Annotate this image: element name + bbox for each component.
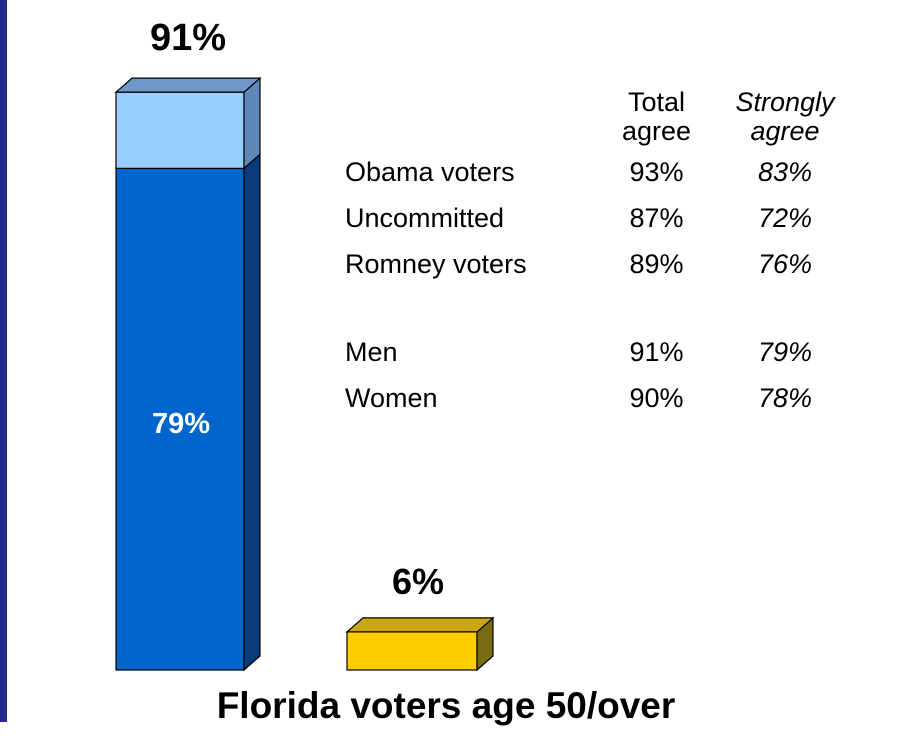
header-total-agree: Total agree [600, 88, 713, 149]
header-strongly-line1: Strongly [735, 87, 835, 117]
chart-subtitle: Florida voters age 50/over [217, 685, 676, 726]
group-label: Women [345, 383, 438, 413]
header-row: Total agree Strongly agree [343, 88, 851, 149]
data-label-total-agree: 91% [150, 17, 226, 59]
group-label: Obama voters [345, 157, 515, 187]
row-spacer [343, 287, 851, 329]
table-row: Obama voters 93% 83% [343, 149, 851, 195]
bar-somewhat-agree-side [243, 76, 261, 170]
strongly-agree-value: 78% [757, 383, 813, 413]
total-agree-value: 91% [629, 337, 684, 367]
strongly-agree-value: 76% [757, 249, 813, 279]
bar-somewhat-agree-top [114, 77, 262, 93]
data-label-disagree: 6% [392, 561, 444, 602]
bar-disagree-top [345, 617, 495, 633]
total-agree-value: 89% [629, 249, 684, 279]
strongly-agree-value: 79% [757, 337, 813, 367]
bar-somewhat-agree-front [115, 91, 245, 169]
group-label: Romney voters [345, 249, 527, 279]
total-agree-value: 90% [629, 383, 684, 413]
data-label-strongly-agree: 79% [152, 408, 210, 440]
header-strongly-line2: agree [750, 116, 820, 146]
strongly-agree-value: 83% [757, 157, 813, 187]
breakdown-table: Total agree Strongly agree Obama voters … [343, 88, 851, 421]
header-total-line1: Total [627, 87, 686, 117]
strongly-agree-value: 72% [757, 203, 813, 233]
header-strongly-agree: Strongly agree [713, 88, 851, 149]
table-row: Men 91% 79% [343, 329, 851, 375]
table-row: Uncommitted 87% 72% [343, 195, 851, 241]
group-label: Uncommitted [345, 203, 505, 233]
bar-disagree-front [346, 631, 478, 671]
left-frame-rule [0, 0, 7, 722]
header-spacer [343, 88, 600, 149]
total-agree-value: 87% [629, 203, 684, 233]
header-total-line2: agree [621, 116, 692, 146]
table-row: Women 90% 78% [343, 375, 851, 421]
total-agree-value: 93% [629, 157, 684, 187]
table-row: Romney voters 89% 76% [343, 241, 851, 287]
bar-strongly-agree-front [115, 167, 245, 671]
bar-strongly-agree-side [243, 153, 261, 672]
group-label: Men [345, 337, 398, 367]
